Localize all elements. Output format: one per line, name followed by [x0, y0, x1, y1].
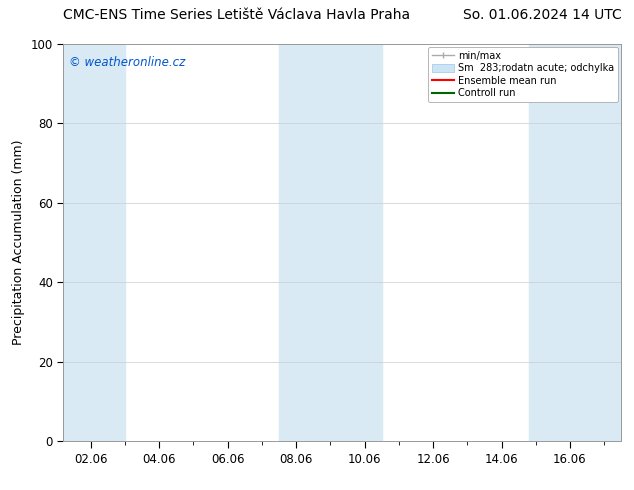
Bar [279, 44, 382, 441]
Legend: min/max, Sm  283;rodatn acute; odchylka, Ensemble mean run, Controll run: min/max, Sm 283;rodatn acute; odchylka, … [428, 47, 618, 102]
Text: CMC-ENS Time Series Letiště Václava Havla Praha: CMC-ENS Time Series Letiště Václava Havl… [63, 8, 411, 22]
Bar [63, 44, 125, 441]
Text: © weatheronline.cz: © weatheronline.cz [69, 56, 185, 69]
Y-axis label: Precipitation Accumulation (mm): Precipitation Accumulation (mm) [12, 140, 25, 345]
Text: So. 01.06.2024 14 UTC: So. 01.06.2024 14 UTC [463, 8, 621, 22]
Bar [529, 44, 621, 441]
